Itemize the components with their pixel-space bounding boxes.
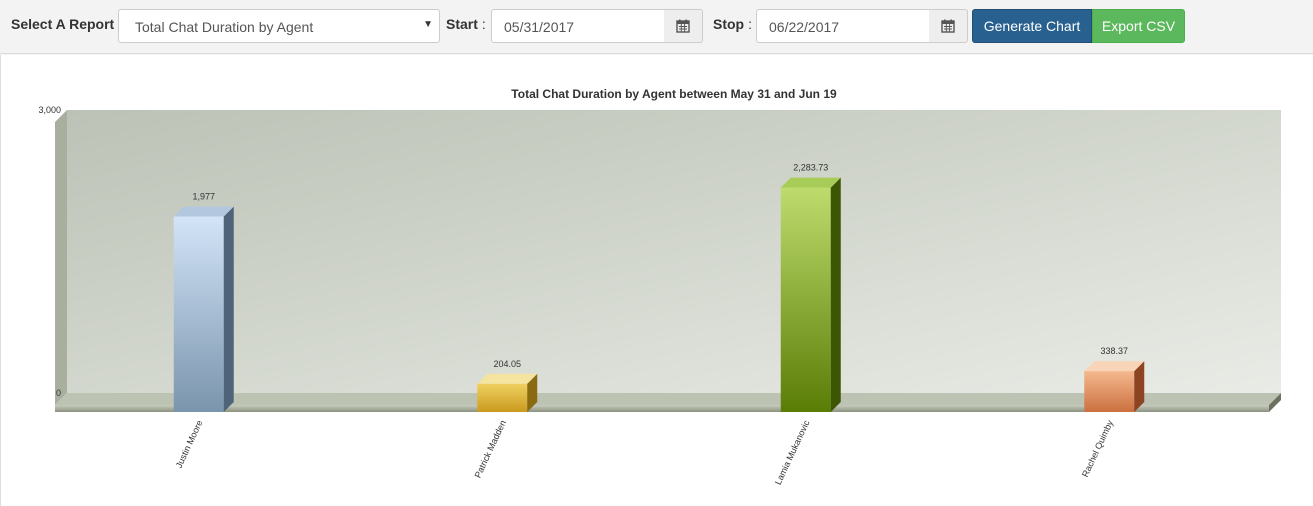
plot-floor-front (55, 405, 1269, 412)
plot-back-wall (67, 110, 1281, 393)
bar-side (527, 373, 538, 412)
start-date-input[interactable]: 05/31/2017 (491, 9, 665, 43)
bar-side (1134, 361, 1145, 412)
bar (173, 206, 234, 412)
start-label-colon: : (481, 16, 486, 32)
stop-label-text: Stop (713, 16, 745, 32)
report-select[interactable]: Total Chat Duration by Agent ▼ (118, 9, 440, 43)
bar (780, 177, 841, 412)
bar-top (1084, 361, 1145, 372)
y-axis: 0 3,000 (38, 105, 61, 398)
bar-front (1084, 371, 1135, 412)
chart-title: Total Chat Duration by Agent between May… (511, 87, 837, 101)
report-label: Select A Report (11, 16, 115, 32)
stop-date-value: 06/22/2017 (769, 19, 840, 35)
bar-value-label: 204.05 (493, 359, 521, 369)
export-csv-button[interactable]: Export CSV (1092, 9, 1185, 43)
y-tick-label: 0 (56, 388, 61, 398)
bar-side (223, 206, 234, 412)
bar-side (830, 177, 841, 412)
start-date-value: 05/31/2017 (504, 19, 575, 35)
bar-chart: Total Chat Duration by Agent between May… (38, 87, 1281, 486)
x-category-label: Rachel Quimby (1080, 418, 1115, 478)
calendar-icon (941, 19, 955, 33)
bar-value-label: 2,283.73 (793, 163, 828, 173)
bar-top (477, 373, 538, 384)
bar (477, 373, 538, 412)
bar-front (173, 216, 224, 412)
report-toolbar: Select A Report Total Chat Duration by A… (0, 0, 1313, 54)
plot-left-wall (55, 110, 67, 405)
bar-front (477, 383, 528, 412)
plot-background (55, 110, 1281, 412)
x-axis: Justin Moore Patrick Madden Lamia Mukanovi… (174, 418, 1116, 486)
report-select-value: Total Chat Duration by Agent (135, 19, 314, 35)
bar (1084, 361, 1145, 412)
bar-front (780, 187, 831, 412)
bar-top (173, 206, 234, 217)
stop-calendar-button[interactable] (929, 9, 968, 43)
y-tick-label: 3,000 (38, 105, 61, 115)
caret-down-icon: ▼ (423, 19, 433, 30)
stop-date-input[interactable]: 06/22/2017 (756, 9, 930, 43)
bar-value-label: 1,977 (192, 192, 215, 202)
bar-top (780, 177, 841, 188)
plot-floor-top (55, 393, 1281, 405)
stop-label: Stop: (713, 16, 752, 32)
stop-label-colon: : (748, 16, 752, 32)
generate-chart-button[interactable]: Generate Chart (972, 9, 1092, 43)
bars-group: 1,977 204.05 2,283.73 338.37 (173, 163, 1145, 412)
chart-panel: Total Chat Duration by Agent between May… (0, 55, 1313, 506)
bar-value-label: 338.37 (1100, 346, 1128, 356)
start-label-text: Start (446, 16, 478, 32)
start-calendar-button[interactable] (664, 9, 703, 43)
calendar-icon (676, 19, 690, 33)
x-category-label: Patrick Madden (473, 419, 508, 480)
x-category-label: Lamia Mukanovic (773, 418, 812, 486)
start-label: Start: (446, 16, 486, 32)
plot-floor-side (1269, 393, 1281, 412)
x-category-label: Justin Moore (174, 419, 205, 470)
